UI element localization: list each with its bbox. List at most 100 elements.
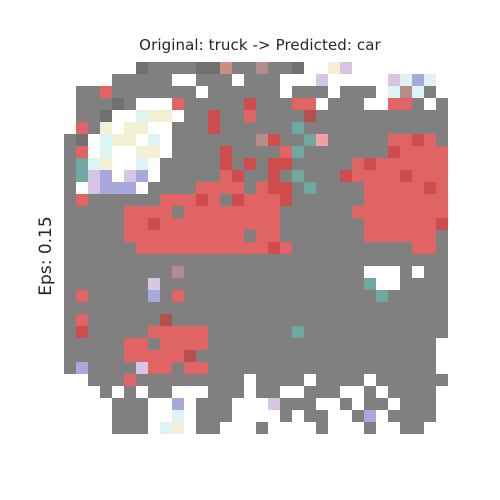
image-pixel xyxy=(76,230,88,242)
image-pixel xyxy=(88,146,100,158)
image-pixel xyxy=(160,242,172,254)
image-pixel xyxy=(292,374,304,386)
image-pixel xyxy=(268,242,280,254)
image-pixel xyxy=(64,230,76,242)
image-pixel xyxy=(64,146,76,158)
image-pixel xyxy=(76,146,88,158)
image-pixel xyxy=(328,62,340,74)
image-pixel xyxy=(220,158,232,170)
image-pixel xyxy=(64,386,76,398)
image-pixel xyxy=(124,362,136,374)
image-pixel xyxy=(412,62,424,74)
image-pixel xyxy=(160,134,172,146)
image-pixel xyxy=(424,134,436,146)
image-pixel xyxy=(244,98,256,110)
image-pixel xyxy=(256,206,268,218)
image-pixel xyxy=(148,194,160,206)
image-pixel xyxy=(424,266,436,278)
image-pixel xyxy=(160,62,172,74)
image-pixel xyxy=(352,242,364,254)
image-pixel xyxy=(208,362,220,374)
image-pixel xyxy=(244,278,256,290)
image-pixel xyxy=(124,350,136,362)
image-pixel xyxy=(352,410,364,422)
image-pixel xyxy=(64,134,76,146)
image-pixel xyxy=(196,194,208,206)
image-pixel xyxy=(292,326,304,338)
image-pixel xyxy=(244,374,256,386)
image-pixel xyxy=(232,182,244,194)
image-pixel xyxy=(304,266,316,278)
image-pixel xyxy=(112,170,124,182)
image-pixel xyxy=(292,266,304,278)
image-pixel xyxy=(316,422,328,434)
image-pixel xyxy=(256,386,268,398)
image-pixel xyxy=(124,86,136,98)
image-pixel xyxy=(280,302,292,314)
image-pixel xyxy=(112,338,124,350)
image-pixel xyxy=(172,290,184,302)
image-pixel xyxy=(160,182,172,194)
image-pixel xyxy=(232,254,244,266)
image-pixel xyxy=(124,230,136,242)
image-pixel xyxy=(316,302,328,314)
image-pixel xyxy=(112,266,124,278)
image-pixel xyxy=(328,338,340,350)
image-pixel xyxy=(280,62,292,74)
image-pixel xyxy=(292,122,304,134)
image-pixel xyxy=(376,326,388,338)
image-pixel xyxy=(412,386,424,398)
image-pixel xyxy=(424,74,436,86)
image-pixel xyxy=(292,254,304,266)
image-pixel xyxy=(376,314,388,326)
image-pixel xyxy=(88,254,100,266)
image-pixel xyxy=(100,218,112,230)
image-pixel xyxy=(424,290,436,302)
image-pixel xyxy=(400,374,412,386)
image-pixel xyxy=(304,434,316,446)
image-pixel xyxy=(64,434,76,446)
image-pixel xyxy=(160,398,172,410)
image-pixel xyxy=(160,266,172,278)
image-pixel xyxy=(76,98,88,110)
image-pixel xyxy=(352,98,364,110)
image-pixel xyxy=(268,170,280,182)
image-pixel xyxy=(412,302,424,314)
image-pixel xyxy=(208,422,220,434)
image-pixel xyxy=(124,374,136,386)
image-pixel xyxy=(304,194,316,206)
image-pixel xyxy=(388,350,400,362)
image-pixel xyxy=(364,230,376,242)
image-pixel xyxy=(412,74,424,86)
image-pixel xyxy=(316,398,328,410)
image-pixel xyxy=(436,98,448,110)
image-pixel xyxy=(280,218,292,230)
image-pixel xyxy=(304,290,316,302)
image-pixel xyxy=(124,422,136,434)
image-pixel xyxy=(316,338,328,350)
image-pixel xyxy=(172,266,184,278)
image-pixel xyxy=(436,386,448,398)
image-pixel xyxy=(256,134,268,146)
image-pixel xyxy=(208,242,220,254)
image-pixel xyxy=(184,374,196,386)
image-pixel xyxy=(160,434,172,446)
image-pixel xyxy=(208,62,220,74)
image-pixel xyxy=(340,74,352,86)
image-pixel xyxy=(196,362,208,374)
image-pixel xyxy=(304,254,316,266)
image-pixel xyxy=(76,74,88,86)
image-pixel xyxy=(268,338,280,350)
image-pixel xyxy=(304,86,316,98)
image-pixel xyxy=(244,254,256,266)
image-pixel xyxy=(124,146,136,158)
image-pixel xyxy=(196,242,208,254)
image-pixel xyxy=(316,182,328,194)
image-pixel xyxy=(304,386,316,398)
image-pixel xyxy=(328,398,340,410)
image-pixel xyxy=(376,206,388,218)
image-pixel xyxy=(220,314,232,326)
image-pixel xyxy=(232,314,244,326)
image-pixel xyxy=(100,290,112,302)
image-pixel xyxy=(304,398,316,410)
